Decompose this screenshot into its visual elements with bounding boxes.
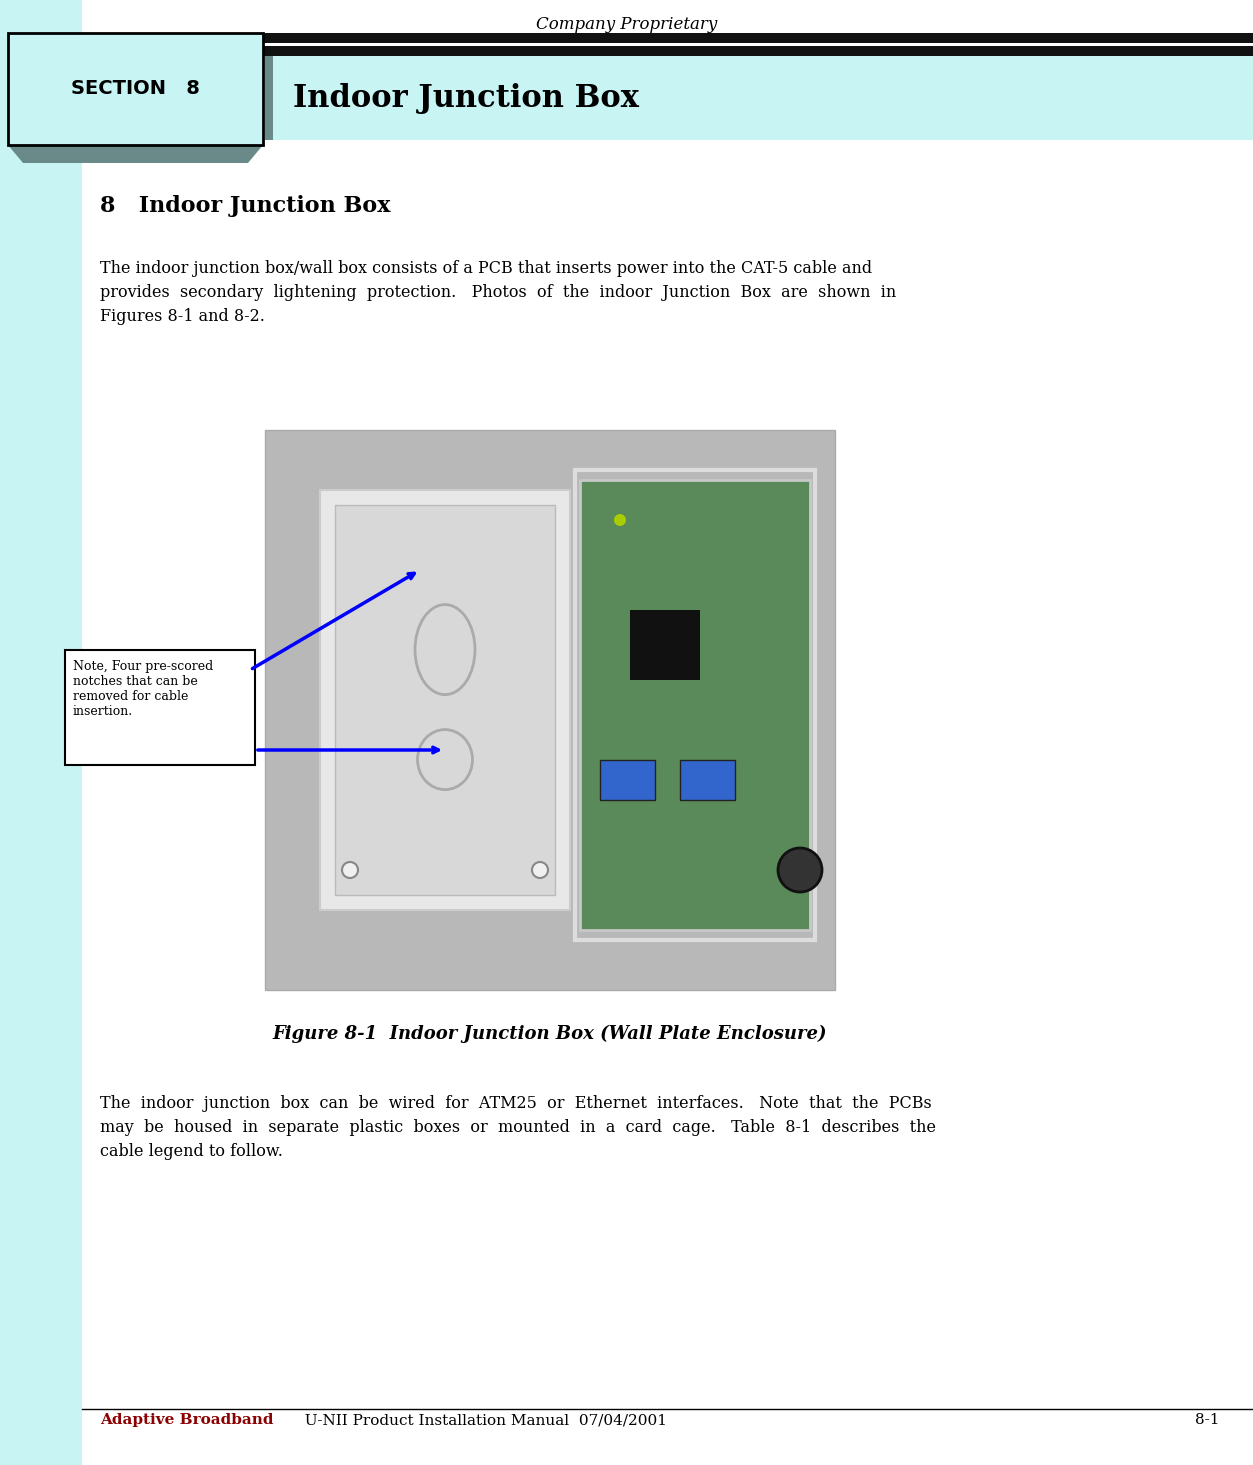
Bar xyxy=(580,481,809,930)
Text: Figure 8-1  Indoor Junction Box (Wall Plate Enclosure): Figure 8-1 Indoor Junction Box (Wall Pla… xyxy=(273,1026,827,1043)
Bar xyxy=(81,42,1253,45)
Text: provides  secondary  lightening  protection.   Photos  of  the  indoor  Junction: provides secondary lightening protection… xyxy=(100,284,896,300)
Circle shape xyxy=(614,514,626,526)
Circle shape xyxy=(778,848,822,892)
Circle shape xyxy=(342,861,358,878)
Text: SECTION   8: SECTION 8 xyxy=(71,79,200,98)
Bar xyxy=(335,505,555,895)
Bar xyxy=(81,56,1253,141)
Bar xyxy=(264,431,834,990)
Bar xyxy=(264,56,273,141)
Bar xyxy=(600,760,655,800)
Bar xyxy=(0,0,81,1465)
Text: may  be  housed  in  separate  plastic  boxes  or  mounted  in  a  card  cage.  : may be housed in separate plastic boxes … xyxy=(100,1119,936,1135)
Bar xyxy=(320,489,570,910)
Text: U-NII Product Installation Manual  07/04/2001: U-NII Product Installation Manual 07/04/… xyxy=(294,1414,667,1427)
Circle shape xyxy=(533,861,548,878)
Polygon shape xyxy=(8,145,263,163)
Bar xyxy=(81,34,1253,56)
Text: Note, Four pre-scored
notches that can be
removed for cable
insertion.: Note, Four pre-scored notches that can b… xyxy=(73,661,213,718)
Text: The  indoor  junction  box  can  be  wired  for  ATM25  or  Ethernet  interfaces: The indoor junction box can be wired for… xyxy=(100,1094,932,1112)
Text: Company Proprietary: Company Proprietary xyxy=(536,16,717,34)
Bar xyxy=(65,650,256,765)
Bar xyxy=(630,609,700,680)
Bar xyxy=(575,470,814,941)
Text: The indoor junction box/wall box consists of a PCB that inserts power into the C: The indoor junction box/wall box consist… xyxy=(100,259,872,277)
Bar xyxy=(680,760,736,800)
Bar xyxy=(8,34,263,145)
Text: 8   Indoor Junction Box: 8 Indoor Junction Box xyxy=(100,195,391,217)
Bar xyxy=(0,34,81,141)
Text: cable legend to follow.: cable legend to follow. xyxy=(100,1143,283,1160)
Text: 8-1: 8-1 xyxy=(1195,1414,1220,1427)
Text: Figures 8-1 and 8-2.: Figures 8-1 and 8-2. xyxy=(100,308,264,325)
Text: Indoor Junction Box: Indoor Junction Box xyxy=(293,82,639,113)
Text: Adaptive Broadband: Adaptive Broadband xyxy=(100,1414,273,1427)
